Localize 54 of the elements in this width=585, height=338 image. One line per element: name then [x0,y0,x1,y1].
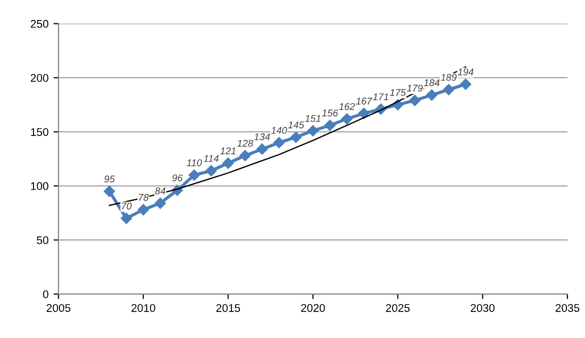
x-tick-label: 2015 [216,304,240,312]
point [324,120,336,131]
data-label: 156 [322,110,338,116]
data-label: 184 [424,79,440,86]
data-label: 167 [356,98,372,105]
data-label: 96 [172,174,183,182]
point [206,165,217,176]
point [443,84,454,96]
data-label: 70 [122,202,132,210]
data-label: 175 [390,89,406,96]
y-tick-label: 200 [30,74,48,82]
y-tick-label: 0 [43,290,48,298]
x-tick-label: 2030 [470,304,495,312]
data-label: 121 [220,147,236,154]
point [273,137,285,148]
point [290,132,302,143]
point [256,144,268,155]
x-tick-label: 2010 [132,304,156,312]
point [426,89,438,101]
data-label: 140 [271,126,288,134]
point [409,94,420,106]
data-label: 189 [440,74,457,81]
x-tick-label: 2020 [301,304,325,312]
data-label: 78 [138,194,149,201]
data-label: 84 [155,187,166,194]
x-tick-label: 2005 [46,304,70,312]
y-tick-label: 100 [31,182,48,190]
point [222,158,234,169]
data-label: 95 [104,176,115,182]
data-label: 110 [186,159,202,166]
x-tick-label: 2025 [386,304,410,312]
point [154,198,166,209]
x-tick-label: 2035 [556,304,580,312]
point [460,78,472,90]
data-label: 171 [372,93,388,100]
y-tick-label: 50 [36,236,48,244]
data-label: 128 [237,140,254,147]
point [358,108,370,120]
point [307,125,319,136]
y-tick-label: 250 [30,20,48,28]
point [341,113,353,124]
point [240,150,251,162]
data-label: 162 [339,103,355,110]
data-label: 179 [406,84,423,92]
data-label: 194 [458,68,474,76]
data-label: 151 [305,115,320,122]
point [120,212,132,224]
data-label: 114 [204,155,219,162]
point [188,169,200,181]
y-tick-label: 150 [31,128,48,136]
point [138,204,149,216]
data-label: 134 [254,133,270,140]
data-label: 145 [288,122,304,128]
point [104,186,115,197]
